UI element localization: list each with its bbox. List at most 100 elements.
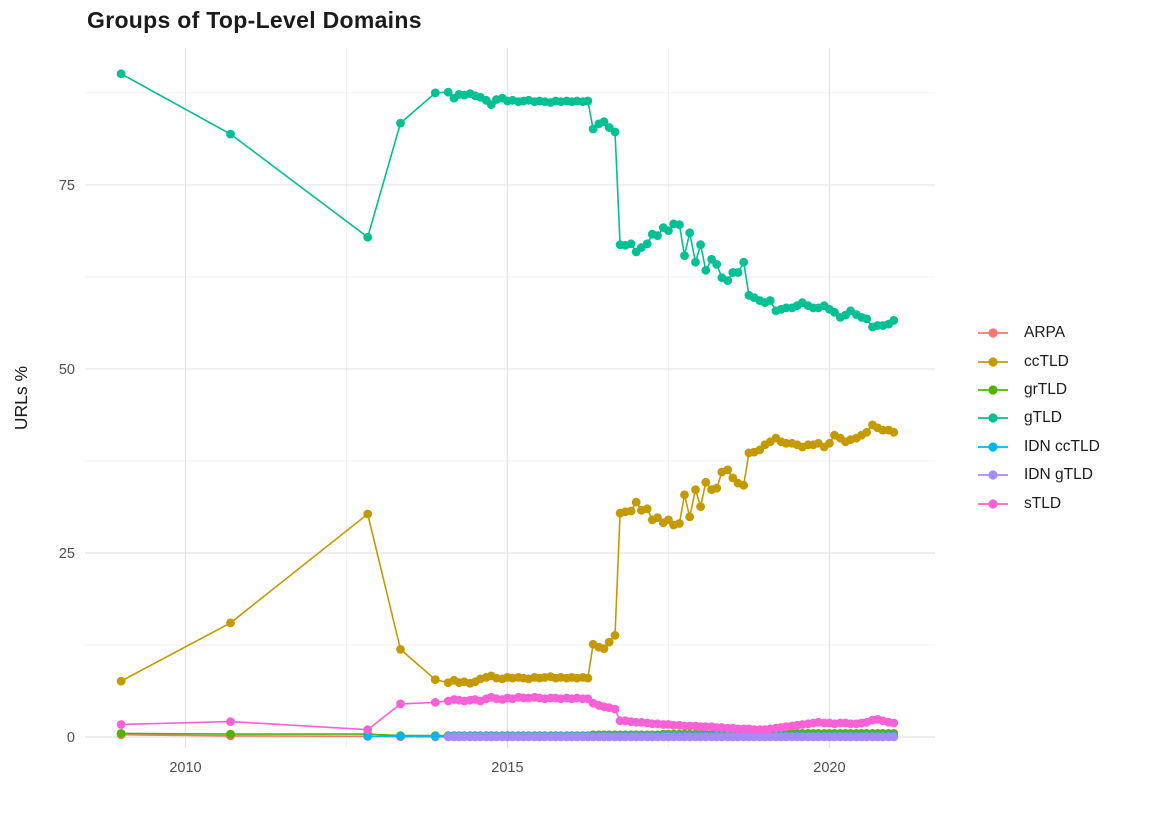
x-tick-label: 2010 [169,760,201,776]
data-point [631,497,641,507]
legend-item-ccTLD: ccTLD [976,347,1100,375]
legend-key-icon [978,442,1008,452]
data-point [675,220,684,230]
data-point [889,316,899,325]
data-point [610,704,620,714]
series-IDN-gTLD [443,732,899,742]
data-point [701,265,711,275]
data-point [604,637,614,647]
data-point [723,465,733,475]
data-point [396,699,405,709]
data-point [712,260,722,269]
data-point [226,618,235,628]
legend-label: sTLD [1024,494,1062,512]
legend-key-icon [978,413,1008,423]
data-point [889,732,899,742]
data-point [830,307,839,317]
data-point [675,519,684,528]
data-point [664,226,673,236]
legend-key-icon [978,498,1008,509]
legend-label: gTLD [1024,409,1062,427]
series-ccTLD [116,420,899,688]
data-point [701,477,711,487]
x-tick-label: 2015 [491,760,523,776]
data-point [363,725,373,735]
legend-label: ARPA [1024,324,1066,342]
data-point [685,512,695,522]
data-point [825,438,834,448]
data-point [642,239,652,249]
data-point [396,731,405,741]
data-point [696,240,705,250]
data-point [116,69,126,79]
legend-label: IDN gTLD [1024,466,1093,484]
legend-item-gTLD: gTLD [976,404,1100,432]
y-tick-label: 25 [59,546,75,562]
data-point [739,480,749,490]
legend-key-icon [978,385,1008,395]
legend-label: IDN ccTLD [1024,437,1100,455]
data-point [610,127,620,137]
data-point [889,427,899,437]
data-point [862,314,872,324]
data-point [363,731,373,741]
data-point [396,645,405,654]
legend-item-sTLD: sTLD [976,489,1100,517]
y-axis-title: URLs % [11,366,31,430]
data-point [430,731,440,741]
data-point [430,675,440,684]
data-point [396,118,405,128]
data-point [226,717,235,726]
data-point [610,631,620,640]
data-point [226,129,235,139]
legend-item-ARPA: ARPA [976,319,1100,347]
data-point [226,729,235,739]
legend-item-grTLD: grTLD [976,376,1100,404]
legend-label: grTLD [1024,380,1068,398]
series-gTLD [116,69,899,332]
data-point [430,698,440,707]
legend-item-IDN-ccTLD: IDN ccTLD [976,433,1100,461]
data-point [626,239,636,249]
y-tick-label: 0 [67,730,75,746]
data-point [642,504,652,514]
data-point [430,88,440,98]
data-point [691,485,700,495]
data-point [116,729,126,738]
chart-title: Groups of Top-Level Domains [87,7,422,33]
data-point [583,673,593,683]
legend: ARPA ccTLD grTLD gTLD IDN ccTLD IDN gTLD sTLD [976,319,1100,518]
data-point [739,257,749,267]
series-sTLD [116,692,899,735]
data-point [723,276,733,285]
y-tick-label: 50 [59,362,75,378]
data-point [363,232,373,242]
data-point [653,513,662,523]
data-point [588,124,598,134]
data-point [862,427,872,437]
data-point [599,644,609,654]
legend-key-icon [978,356,1008,367]
data-point [443,87,453,97]
data-point [691,257,700,267]
data-point [599,117,609,126]
data-point [653,231,662,241]
data-point [680,251,689,260]
data-point [116,720,126,729]
data-point [363,509,373,519]
y-tick-label: 75 [59,178,75,194]
data-point [680,490,689,500]
data-point [765,296,775,305]
data-point [712,483,722,493]
legend-key-icon [978,328,1008,338]
data-point [626,506,636,516]
data-point [116,676,126,686]
data-point [889,718,899,728]
legend-item-IDN-gTLD: IDN gTLD [976,461,1100,489]
legend-label: ccTLD [1024,352,1069,370]
data-point [733,268,743,277]
data-point [696,502,705,511]
x-tick-label: 2020 [813,760,845,776]
